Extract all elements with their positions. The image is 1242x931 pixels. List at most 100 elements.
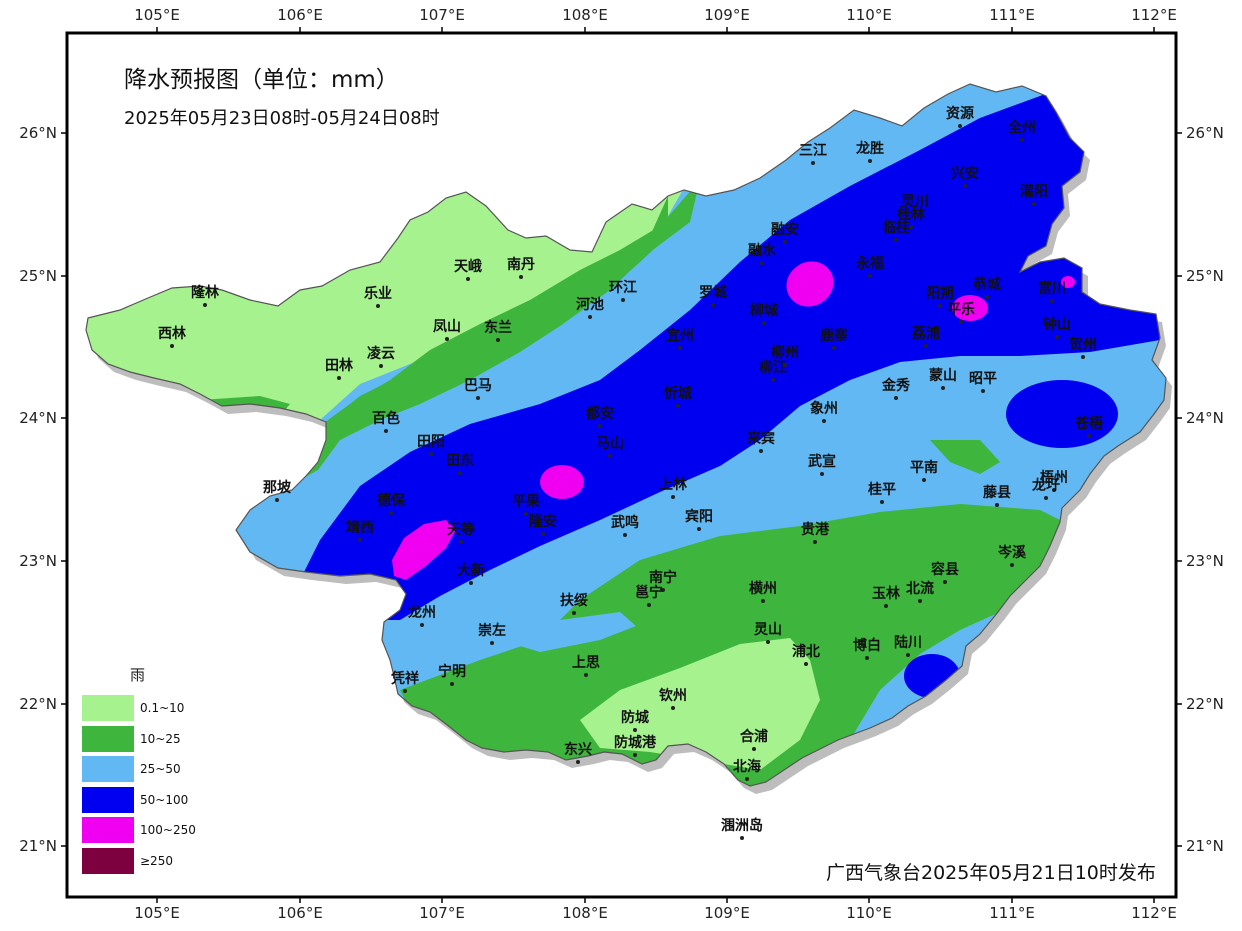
- city-marker: 富川: [1038, 280, 1066, 303]
- city-label: 平乐: [947, 301, 975, 318]
- lat-label-left: 21°N: [19, 837, 57, 855]
- city-marker: 横州: [749, 580, 777, 603]
- city-label: 西林: [158, 325, 186, 342]
- city-label: 北海: [733, 758, 761, 775]
- city-marker: 荔浦: [911, 325, 940, 348]
- city-marker: 来宾: [746, 430, 775, 453]
- city-label: 玉林: [872, 585, 900, 602]
- lon-label-bottom: 111°E: [989, 904, 1035, 922]
- city-marker: 梧州: [1040, 469, 1068, 492]
- city-marker: 柳城: [750, 302, 778, 325]
- city-label: 东兰: [484, 319, 512, 336]
- city-marker: 融水: [748, 242, 777, 265]
- city-marker: 金秀: [881, 377, 911, 400]
- lat-label-right: 26°N: [1186, 124, 1224, 142]
- city-label: 龙州: [407, 604, 436, 621]
- city-marker: 象州: [810, 400, 838, 423]
- city-marker: 融安: [771, 221, 799, 244]
- city-marker: 乐业: [364, 285, 392, 308]
- city-dot: [1032, 202, 1036, 206]
- city-marker: 藤县: [983, 484, 1011, 507]
- city-marker: 浦北: [792, 643, 820, 666]
- blob-100-250-pingle: [952, 295, 988, 321]
- city-label: 田东: [446, 452, 474, 469]
- legend-swatch: [82, 817, 134, 844]
- city-dot: [938, 304, 942, 308]
- city-marker: 玉林: [872, 585, 900, 608]
- legend-swatch: [82, 756, 134, 783]
- legend-label: 25~50: [140, 762, 181, 777]
- city-marker: 防城港: [614, 734, 657, 757]
- city-label: 邕宁: [635, 584, 663, 601]
- city-dot: [943, 580, 947, 584]
- city-label: 马山: [596, 436, 624, 452]
- city-label: 平南: [910, 459, 938, 476]
- city-label: 田阳: [417, 434, 445, 450]
- lat-label-left: 22°N: [19, 695, 57, 713]
- city-dot: [275, 498, 279, 502]
- city-marker: 武鸣: [611, 514, 639, 537]
- city-dot: [519, 275, 523, 279]
- city-label: 宾阳: [685, 508, 713, 525]
- lon-label-bottom: 106°E: [277, 904, 323, 922]
- city-dot: [466, 277, 470, 281]
- lon-label-bottom: 108°E: [562, 904, 608, 922]
- city-dot: [1081, 355, 1085, 359]
- map-title: 降水预报图（单位：mm）: [124, 67, 399, 93]
- city-marker: 恭城: [972, 276, 1001, 299]
- city-label: 龙胜: [855, 140, 884, 157]
- lat-label-left: 23°N: [19, 552, 57, 570]
- legend-item: 100~250: [82, 815, 222, 846]
- city-marker: 龙州: [407, 604, 436, 627]
- city-dot: [459, 540, 463, 544]
- city-dot: [1044, 496, 1048, 500]
- city-dot: [783, 240, 787, 244]
- city-marker: 陆川: [894, 635, 922, 657]
- city-dot: [959, 320, 963, 324]
- city-marker: 南宁: [649, 569, 677, 592]
- legend-item: 25~50: [82, 754, 222, 785]
- city-marker: 东兰: [484, 319, 512, 342]
- city-label: 武宣: [808, 453, 836, 470]
- issuer-footer: 广西气象台2025年05月21日10时发布: [826, 862, 1156, 884]
- city-label: 大新: [457, 562, 485, 579]
- city-marker: 永福: [855, 255, 884, 278]
- city-label: 凌云: [367, 345, 395, 362]
- city-marker: 德保: [377, 492, 406, 515]
- legend-swatch: [82, 695, 134, 722]
- city-dot: [541, 532, 545, 536]
- city-label: 隆林: [191, 284, 219, 301]
- city-marker: 灵山: [754, 622, 782, 644]
- city-marker: 桂平: [867, 481, 896, 504]
- city-marker: 贵港: [801, 521, 830, 544]
- city-marker: 巴马: [464, 378, 492, 400]
- city-dot: [995, 503, 999, 507]
- city-dot: [588, 315, 592, 319]
- blob-100-250-fuchuan: [1061, 276, 1075, 288]
- city-label: 柳州: [771, 344, 799, 361]
- city-dot: [490, 641, 494, 645]
- lon-label-top: 109°E: [704, 6, 750, 24]
- city-label: 百色: [372, 410, 400, 427]
- city-dot: [963, 184, 967, 188]
- city-label: 苍梧: [1074, 415, 1103, 432]
- city-label: 北流: [906, 580, 934, 597]
- city-label: 柳城: [750, 302, 778, 319]
- city-label: 乐业: [364, 285, 392, 302]
- city-dot: [804, 662, 808, 666]
- city-marker: 合浦: [740, 728, 768, 751]
- city-dot: [832, 346, 836, 350]
- city-dot: [771, 378, 775, 382]
- city-marker: 资源: [946, 105, 974, 128]
- city-label: 灵山: [754, 622, 782, 638]
- city-marker: 武宣: [808, 453, 836, 476]
- city-dot: [759, 449, 763, 453]
- city-dot: [358, 538, 362, 542]
- latitude-ticks: 26°N 26°N 25°N 25°N 24°N 24°N 23°N 23°N 22°N 22°N…: [19, 124, 1224, 855]
- city-dot: [745, 777, 749, 781]
- city-dot: [813, 540, 817, 544]
- city-label: 永福: [855, 255, 884, 272]
- city-label: 靖西: [346, 519, 374, 536]
- city-dot: [1052, 488, 1056, 492]
- band-10-25-northwest-2: [330, 196, 668, 432]
